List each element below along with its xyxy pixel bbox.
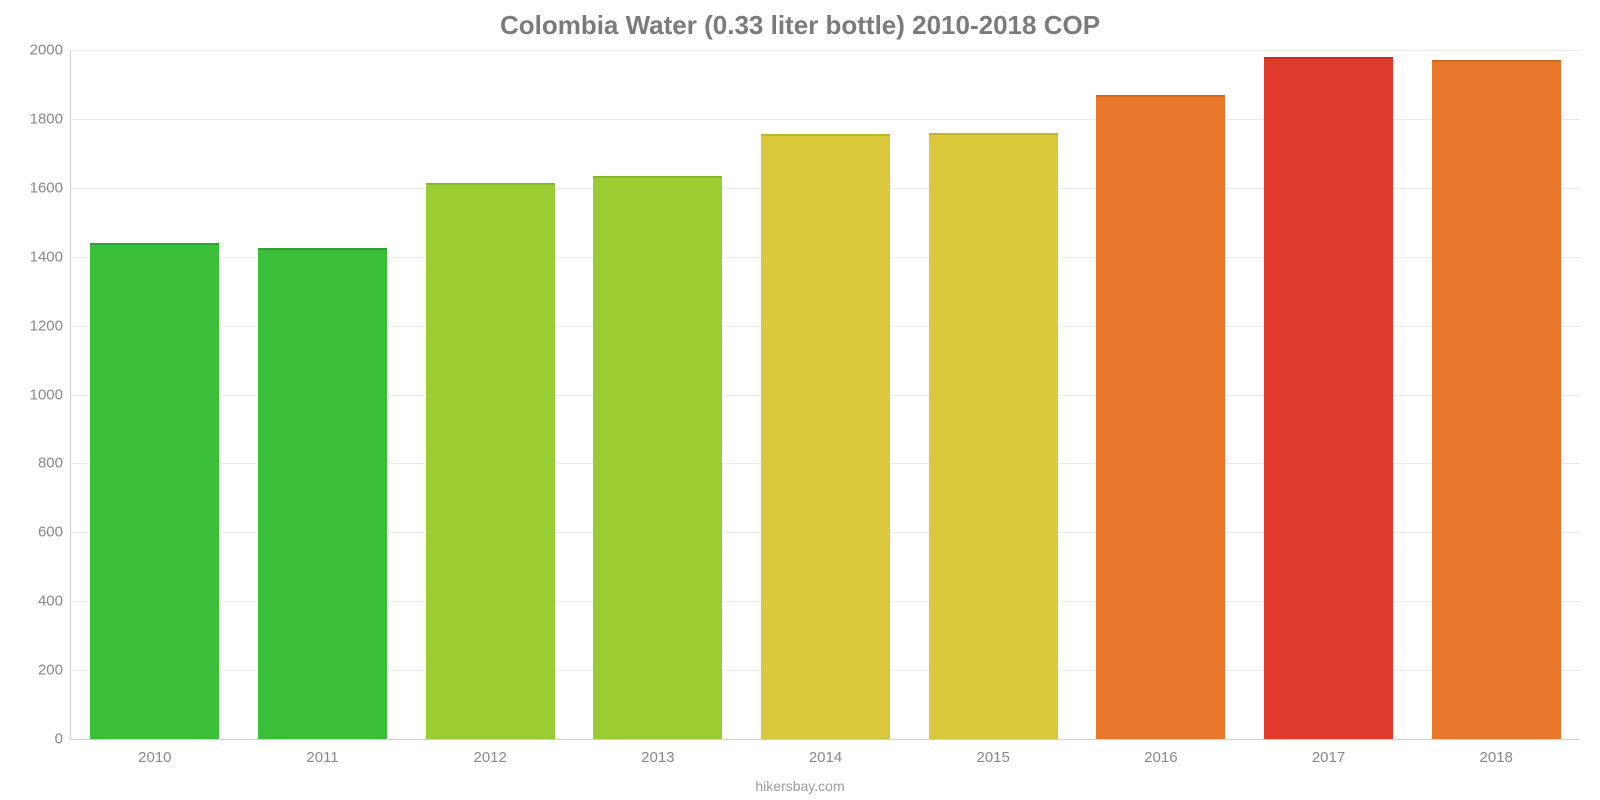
bar-slot: COP 1.6K2012 <box>406 50 574 739</box>
bar <box>90 243 219 739</box>
bar-slot: COP 1.4K2010 <box>71 50 239 739</box>
bar <box>761 134 890 739</box>
bar-slot: COP 1.4K2011 <box>239 50 407 739</box>
bar-slot: COP 1.8K2014 <box>742 50 910 739</box>
bar-slot: COP 2K2018 <box>1412 50 1580 739</box>
chart-plot-area: 0200400600800100012001400160018002000 CO… <box>70 50 1580 740</box>
y-tick-label: 1800 <box>30 110 71 127</box>
bar <box>593 176 722 739</box>
y-tick-label: 0 <box>55 731 71 748</box>
y-tick-label: 1200 <box>30 317 71 334</box>
chart-plot: 0200400600800100012001400160018002000 CO… <box>70 50 1580 740</box>
x-tick-label: 2012 <box>473 739 506 766</box>
attribution-text: hikersbay.com <box>755 778 844 794</box>
y-tick-label: 600 <box>38 524 71 541</box>
bar <box>426 183 555 739</box>
x-tick-label: 2016 <box>1144 739 1177 766</box>
y-tick-label: 200 <box>38 662 71 679</box>
bar-slot: COP 1.6K2013 <box>574 50 742 739</box>
y-tick-label: 400 <box>38 593 71 610</box>
bar <box>1096 95 1225 739</box>
x-tick-label: 2018 <box>1480 739 1513 766</box>
x-tick-label: 2011 <box>306 739 338 766</box>
y-tick-label: 800 <box>38 455 71 472</box>
x-tick-label: 2014 <box>809 739 842 766</box>
y-tick-label: 1600 <box>30 179 71 196</box>
bar-slot: COP 1.9K2016 <box>1077 50 1245 739</box>
bar <box>1264 57 1393 739</box>
y-tick-label: 2000 <box>30 42 71 59</box>
bar-slot: COP 1.8K2015 <box>909 50 1077 739</box>
y-tick-label: 1400 <box>30 248 71 265</box>
x-tick-label: 2010 <box>138 739 171 766</box>
bar <box>258 248 387 739</box>
y-tick-label: 1000 <box>30 386 71 403</box>
x-tick-label: 2015 <box>977 739 1010 766</box>
chart-bars: COP 1.4K2010COP 1.4K2011COP 1.6K2012COP … <box>71 50 1580 739</box>
bar-slot: COP 2K2017 <box>1245 50 1413 739</box>
x-tick-label: 2013 <box>641 739 674 766</box>
x-tick-label: 2017 <box>1312 739 1345 766</box>
chart-title: Colombia Water (0.33 liter bottle) 2010-… <box>0 0 1600 41</box>
bar <box>929 133 1058 739</box>
bar <box>1432 60 1561 739</box>
